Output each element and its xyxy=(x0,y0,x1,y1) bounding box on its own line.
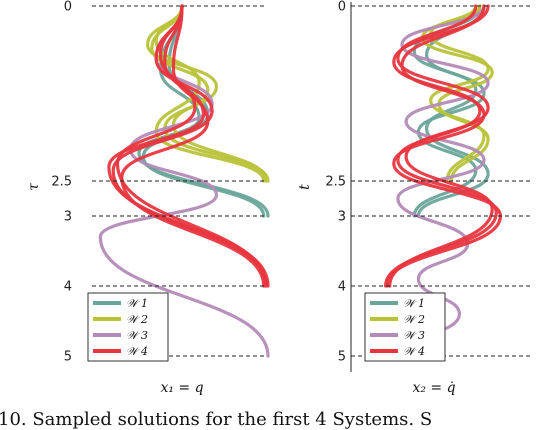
series-line xyxy=(388,4,494,288)
series-line xyxy=(385,4,503,288)
x-axis-label-right: x₂ = q̇ xyxy=(412,380,455,396)
y-tick-label: 4 xyxy=(338,280,346,295)
legend-label: 𝒲 3 xyxy=(403,329,425,342)
x-axis-label-left: x₁ = q xyxy=(160,380,203,396)
legend-label: 𝒲 3 xyxy=(126,329,148,342)
legend-label: 𝒲 2 xyxy=(403,313,425,326)
y-tick-label: 0 xyxy=(64,0,72,15)
y-tick-label: 2.5 xyxy=(51,175,72,190)
legend-label: 𝒲 4 xyxy=(126,345,148,358)
y-tick-label: 5 xyxy=(64,350,72,365)
series-layer-left xyxy=(98,4,270,358)
chart-panel-right: 0 2.5 3 4 5 t x₂ = q̇ 𝒲 1 𝒲 2 𝒲 3 𝒲 4 xyxy=(297,0,530,396)
chart-panel-left: 0 2.5 3 4 5 τ x₁ = q 𝒲 1 𝒲 2 𝒲 3 𝒲 4 xyxy=(26,0,270,396)
y-tick-label: 5 xyxy=(338,350,346,365)
series-line xyxy=(145,4,270,183)
legend-left: 𝒲 1 𝒲 2 𝒲 3 𝒲 4 xyxy=(87,292,169,362)
y-tick-label: 4 xyxy=(64,280,72,295)
y-axis-label-left: τ xyxy=(26,183,42,191)
y-ticks-right: 0 2.5 3 4 5 xyxy=(325,0,346,365)
y-tick-label: 3 xyxy=(338,210,346,225)
y-axis-label-right: t xyxy=(297,184,313,190)
legend-label: 𝒲 1 xyxy=(403,297,425,310)
legend-label: 𝒲 4 xyxy=(403,345,425,358)
series-line xyxy=(420,4,494,183)
series-line xyxy=(120,4,266,288)
y-ticks-left: 0 2.5 3 4 5 xyxy=(51,0,72,365)
figure-caption: 10. Sampled solutions for the first 4 Sy… xyxy=(0,409,432,430)
legend-label: 𝒲 2 xyxy=(126,313,148,326)
y-tick-label: 0 xyxy=(338,0,346,15)
series-line xyxy=(111,4,268,288)
series-line xyxy=(115,4,267,288)
y-tick-label: 2.5 xyxy=(325,175,346,190)
series-line xyxy=(137,4,270,218)
legend-right: 𝒲 1 𝒲 2 𝒲 3 𝒲 4 xyxy=(364,292,446,362)
y-tick-label: 3 xyxy=(64,210,72,225)
legend-label: 𝒲 1 xyxy=(126,297,148,310)
